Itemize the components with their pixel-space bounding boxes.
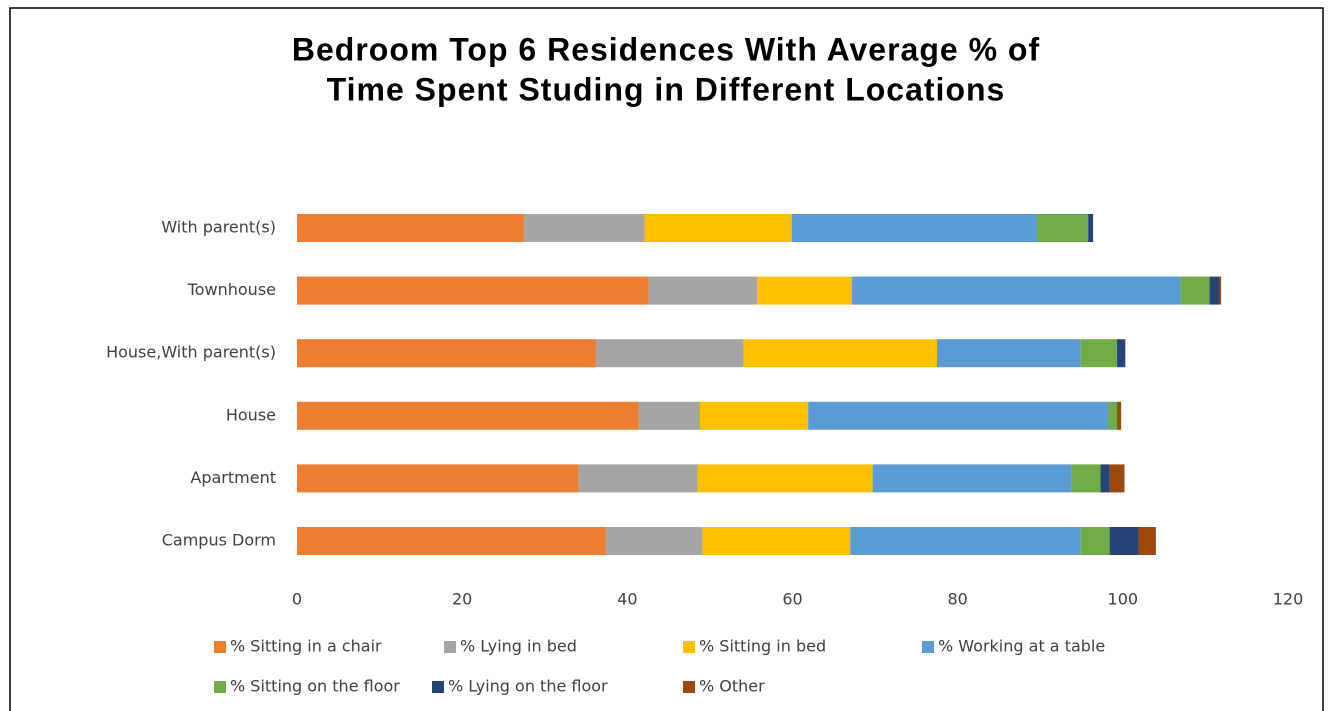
legend-label: % Sitting on the floor: [230, 677, 400, 696]
y-tick-label: Townhouse: [187, 280, 276, 299]
x-tick-label: 120: [1273, 590, 1304, 609]
legend-label: % Other: [699, 677, 765, 696]
bar-segment: [638, 401, 701, 430]
y-tick-label: House,With parent(s): [106, 343, 276, 362]
bar-segment: [808, 401, 1108, 430]
bar-segment: [297, 339, 596, 368]
legend-swatch: [214, 681, 226, 693]
bar-segment: [297, 276, 649, 305]
bar-segment: [648, 276, 757, 305]
bar-segment: [605, 527, 703, 555]
bar-segment: [1180, 276, 1210, 305]
bar-segment: [1117, 339, 1126, 368]
chart-title: Bedroom Top 6 Residences With Average % …: [292, 31, 1040, 67]
bar-segment: [524, 214, 645, 242]
bar-segment: [578, 464, 698, 493]
bar-segment: [872, 464, 1072, 493]
bar-segment: [1071, 464, 1101, 493]
bar-segment: [850, 527, 1081, 555]
bar-segment: [1100, 464, 1110, 493]
bar-segment: [700, 401, 809, 430]
x-tick-label: 60: [782, 590, 802, 609]
bar-segment: [297, 464, 579, 493]
legend-label: % Sitting in bed: [699, 637, 826, 656]
legend-swatch: [683, 681, 695, 693]
x-tick-label: 20: [452, 590, 472, 609]
x-tick-label: 100: [1108, 590, 1139, 609]
bar-segment: [1109, 464, 1125, 493]
bar-segment: [937, 339, 1081, 368]
bar-segment: [1209, 276, 1220, 305]
legend-swatch: [444, 641, 456, 653]
bar-segment: [1036, 214, 1089, 242]
bar-segment: [297, 401, 639, 430]
bar-segment: [1117, 401, 1118, 430]
bar-segment: [756, 276, 852, 305]
legend-swatch: [922, 641, 934, 653]
bar-segment: [851, 276, 1181, 305]
legend-swatch: [214, 641, 226, 653]
bar-segment: [791, 214, 1037, 242]
y-tick-label: With parent(s): [161, 218, 276, 237]
bar-segment: [1219, 276, 1222, 305]
y-tick-label: House: [226, 405, 276, 424]
bar-segment: [702, 527, 851, 555]
legend-swatch: [432, 681, 444, 693]
bar-segment: [1138, 527, 1156, 555]
bar-segment: [743, 339, 938, 368]
bar-segment: [297, 214, 525, 242]
bar-segment: [1107, 401, 1118, 430]
legend-label: % Lying in bed: [460, 637, 577, 656]
legend-swatch: [683, 641, 695, 653]
y-tick-label: Apartment: [190, 468, 276, 487]
bar-segment: [644, 214, 792, 242]
bar-segment: [1080, 527, 1110, 555]
legend-label: % Working at a table: [938, 637, 1105, 656]
chart-frame: [9, 7, 1324, 711]
bar-segment: [1109, 527, 1139, 555]
x-tick-label: 40: [617, 590, 637, 609]
legend-label: % Lying on the floor: [448, 677, 608, 696]
bar-segment: [697, 464, 873, 493]
bar-segment: [297, 527, 606, 555]
chart-title: Time Spent Studing in Different Location…: [327, 71, 1006, 107]
bar-segment: [1088, 214, 1094, 242]
x-tick-label: 0: [292, 590, 302, 609]
bar-segment: [1080, 339, 1118, 368]
legend-label: % Sitting in a chair: [230, 637, 382, 656]
y-tick-label: Campus Dorm: [162, 531, 276, 550]
bar-segment: [1117, 401, 1122, 430]
x-tick-label: 80: [947, 590, 967, 609]
bar-segment: [595, 339, 744, 368]
